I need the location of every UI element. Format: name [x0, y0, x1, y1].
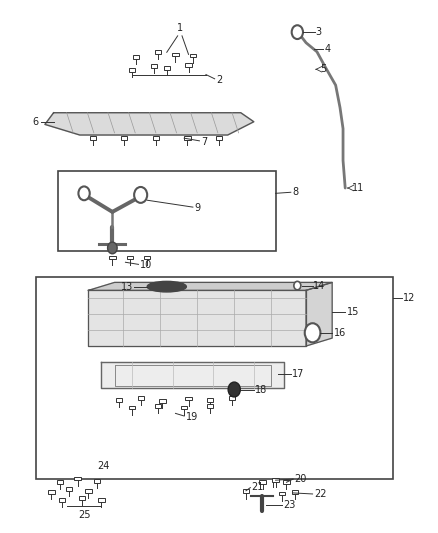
Bar: [216, 136, 222, 140]
Bar: [159, 399, 166, 402]
Circle shape: [305, 323, 321, 342]
Text: 7: 7: [201, 137, 207, 147]
Bar: [58, 171, 276, 251]
Text: 9: 9: [194, 203, 200, 213]
Bar: [229, 396, 235, 400]
Polygon shape: [102, 362, 284, 389]
Text: 2: 2: [216, 75, 222, 85]
Text: 6: 6: [32, 117, 39, 127]
Text: 25: 25: [78, 510, 90, 520]
Bar: [94, 479, 100, 483]
Text: 18: 18: [255, 384, 267, 394]
Circle shape: [78, 187, 90, 200]
Text: 13: 13: [120, 281, 133, 292]
Bar: [190, 53, 196, 58]
Bar: [155, 50, 161, 54]
Bar: [121, 136, 127, 140]
Bar: [59, 498, 65, 502]
Text: 16: 16: [333, 328, 346, 338]
Bar: [127, 256, 133, 260]
Circle shape: [294, 281, 301, 290]
Bar: [292, 490, 298, 494]
Text: 15: 15: [346, 306, 359, 317]
Text: 14: 14: [314, 280, 326, 290]
Bar: [116, 398, 122, 402]
Bar: [259, 480, 266, 484]
Bar: [184, 136, 191, 140]
Bar: [272, 478, 279, 482]
Bar: [133, 55, 139, 59]
Polygon shape: [306, 282, 332, 346]
Bar: [279, 491, 285, 495]
Bar: [243, 489, 250, 493]
Text: 21: 21: [252, 481, 264, 491]
Bar: [36, 277, 393, 479]
Bar: [283, 480, 290, 484]
Text: 4: 4: [324, 44, 330, 54]
Text: 22: 22: [314, 489, 326, 499]
Bar: [185, 397, 192, 400]
Text: 3: 3: [316, 27, 322, 37]
Text: 5: 5: [321, 64, 327, 74]
Bar: [48, 490, 55, 494]
Bar: [129, 68, 135, 72]
Text: 23: 23: [283, 500, 296, 510]
Circle shape: [108, 242, 117, 254]
Text: 10: 10: [140, 261, 152, 270]
Bar: [207, 398, 213, 402]
Circle shape: [292, 25, 303, 39]
Bar: [172, 53, 179, 56]
Bar: [109, 256, 116, 260]
Text: 17: 17: [292, 369, 304, 378]
Text: 20: 20: [294, 474, 307, 484]
Text: 24: 24: [98, 461, 110, 471]
Text: 19: 19: [186, 412, 198, 422]
Bar: [99, 498, 105, 502]
Bar: [164, 66, 170, 70]
Polygon shape: [45, 113, 254, 135]
Bar: [57, 480, 63, 484]
Polygon shape: [88, 282, 332, 290]
Bar: [151, 64, 157, 68]
Text: 8: 8: [292, 187, 298, 197]
Circle shape: [228, 382, 240, 397]
Bar: [90, 136, 96, 140]
Bar: [181, 406, 187, 409]
Text: 12: 12: [403, 293, 416, 303]
Text: 1: 1: [177, 23, 183, 33]
Bar: [138, 396, 144, 400]
Ellipse shape: [147, 281, 186, 292]
Text: 11: 11: [352, 183, 364, 193]
Bar: [207, 404, 213, 408]
Polygon shape: [88, 290, 306, 346]
Bar: [185, 63, 192, 67]
Bar: [153, 136, 159, 140]
Bar: [155, 404, 161, 408]
Bar: [74, 477, 81, 480]
Bar: [144, 256, 150, 260]
Bar: [129, 406, 135, 409]
Bar: [85, 489, 92, 492]
Circle shape: [134, 187, 147, 203]
Bar: [79, 496, 85, 500]
Bar: [66, 487, 72, 491]
